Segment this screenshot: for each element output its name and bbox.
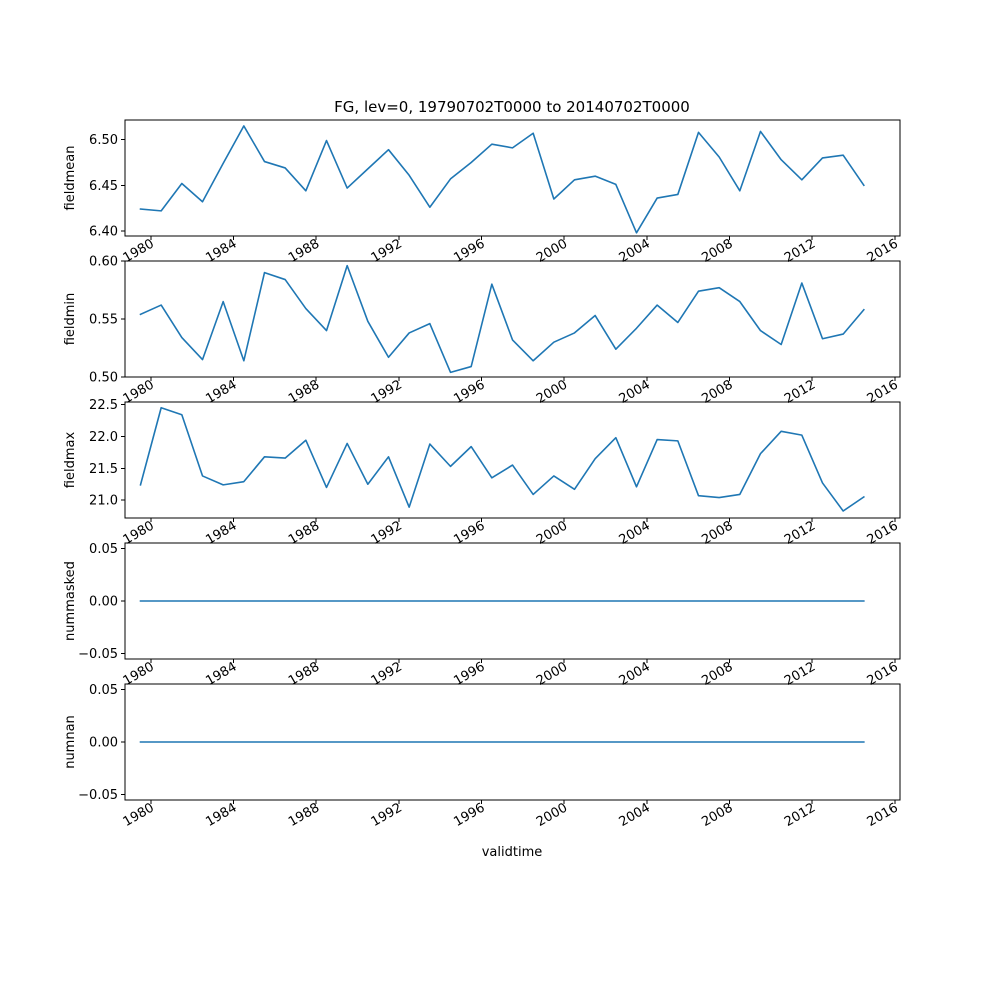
fieldmax-y-tick-label: 22.0 [89, 430, 118, 445]
fieldmean-axes-frame [124, 119, 901, 237]
fieldmax-axes-frame [124, 401, 901, 519]
panels-group: 6.40 6.45 6.50 1980 1984 1988 1992 1996 2000 2004… [63, 119, 901, 830]
fieldmin-y-axis-label: fieldmin [63, 293, 78, 346]
fieldmax-x-tick-label: 1984 [203, 518, 239, 548]
numnan-x-tick-label: 2012 [782, 800, 818, 830]
nummasked-y-axis-label: nummasked [63, 561, 78, 641]
fieldmax-x-tick-label: 1992 [369, 518, 405, 548]
fieldmean-x-tick-label: 1984 [203, 236, 239, 266]
nummasked-x-tick-label: 1984 [203, 659, 239, 689]
fieldmax-x-tick-label: 2000 [534, 518, 570, 548]
fieldmin-axes-frame [124, 260, 901, 378]
nummasked-x-tick-label: 2012 [782, 659, 818, 689]
numnan-y-tick-label: 0.05 [89, 683, 118, 698]
fieldmin-x-tick-label: 1992 [369, 377, 405, 407]
fieldmax-x-tick-label: 2012 [782, 518, 818, 548]
fieldmean-y-tick-label: 6.50 [89, 133, 118, 148]
fieldmean-series-line [139, 125, 865, 234]
panel-fieldmin: 0.50 0.55 0.60 1980 1984 1988 1992 1996 2000 2004… [63, 255, 901, 408]
numnan-y-axis-label: numnan [63, 715, 78, 769]
fieldmean-x-tick-label: 2012 [782, 236, 818, 266]
fieldmean-y-tick-label: 6.40 [89, 224, 118, 239]
fieldmin-x-tick-label: 1996 [451, 377, 487, 407]
fieldmin-x-tick-label: 1984 [203, 377, 239, 407]
nummasked-y-tick-label: 0.05 [89, 542, 118, 557]
fieldmean-x-tick-label: 2004 [617, 236, 653, 266]
x-axis-label: validtime [482, 845, 543, 860]
fieldmin-x-tick-label: 2008 [699, 377, 735, 407]
fieldmin-x-tick-label: 2000 [534, 377, 570, 407]
fieldmean-x-tick-label: 2008 [699, 236, 735, 266]
fieldmin-y-tick-label: 0.55 [89, 313, 118, 328]
fieldmax-x-tick-label: 2016 [865, 518, 901, 548]
panel-nummasked: −0.05 0.00 0.05 1980 1984 1988 1992 1996 2000 200… [63, 542, 901, 689]
fieldmean-x-tick-label: 1988 [286, 236, 322, 266]
nummasked-y-tick-label: −0.05 [78, 647, 118, 662]
numnan-x-tick-label: 1984 [203, 800, 239, 830]
fieldmax-x-tick-label: 1980 [121, 518, 157, 548]
fieldmax-y-tick-label: 21.0 [89, 494, 118, 509]
numnan-x-tick-label: 2008 [699, 800, 735, 830]
numnan-y-tick-label: 0.00 [89, 736, 118, 751]
fieldmax-x-tick-label: 2004 [617, 518, 653, 548]
fieldmean-x-tick-label: 1996 [451, 236, 487, 266]
nummasked-x-tick-label: 1992 [369, 659, 405, 689]
numnan-x-tick-label: 2004 [617, 800, 653, 830]
fieldmin-y-tick-label: 0.60 [89, 255, 118, 270]
fieldmean-y-tick-label: 6.45 [89, 179, 118, 194]
fieldmean-x-tick-label: 1992 [369, 236, 405, 266]
nummasked-x-tick-label: 1996 [451, 659, 487, 689]
numnan-x-tick-label: 1992 [369, 800, 405, 830]
fieldmax-x-tick-label: 1988 [286, 518, 322, 548]
panel-numnan: −0.05 0.00 0.05 1980 1984 1988 1992 1996 2000 200… [63, 683, 901, 830]
nummasked-x-tick-label: 1980 [121, 659, 157, 689]
numnan-x-tick-label: 1996 [451, 800, 487, 830]
fieldmean-x-tick-label: 2000 [534, 236, 570, 266]
nummasked-x-tick-label: 2008 [699, 659, 735, 689]
fieldmin-x-tick-label: 1988 [286, 377, 322, 407]
fieldmean-y-axis-label: fieldmean [63, 146, 78, 211]
nummasked-x-tick-label: 1988 [286, 659, 322, 689]
fieldmin-x-tick-label: 2016 [865, 377, 901, 407]
panel-fieldmean: 6.40 6.45 6.50 1980 1984 1988 1992 1996 2000 2004… [63, 119, 901, 266]
fieldmean-x-tick-label: 1980 [121, 236, 157, 266]
fieldmax-series-line [139, 406, 865, 512]
fieldmean-x-tick-label: 2016 [865, 236, 901, 266]
fieldmin-x-tick-label: 2012 [782, 377, 818, 407]
nummasked-x-tick-label: 2004 [617, 659, 653, 689]
numnan-x-tick-label: 1980 [121, 800, 157, 830]
fieldmax-y-tick-label: 22.5 [89, 398, 118, 413]
fieldmin-x-tick-label: 1980 [121, 377, 157, 407]
panel-fieldmax: 21.0 21.5 22.0 22.5 1980 1984 1988 1992 1996 2000… [63, 398, 901, 548]
nummasked-x-tick-label: 2000 [534, 659, 570, 689]
nummasked-x-tick-label: 2016 [865, 659, 901, 689]
chart-title: FG, lev=0, 19790702T0000 to 20140702T000… [334, 98, 690, 116]
fieldmax-x-tick-label: 1996 [451, 518, 487, 548]
nummasked-y-tick-label: 0.00 [89, 595, 118, 610]
fieldmax-y-axis-label: fieldmax [63, 432, 78, 489]
numnan-x-tick-label: 2016 [865, 800, 901, 830]
fieldmax-x-tick-label: 2008 [699, 518, 735, 548]
numnan-y-tick-label: −0.05 [78, 788, 118, 803]
fieldmin-series-line [139, 264, 865, 374]
fieldmin-y-tick-label: 0.50 [89, 371, 118, 386]
numnan-x-tick-label: 2000 [534, 800, 570, 830]
fieldmin-x-tick-label: 2004 [617, 377, 653, 407]
fieldmax-y-tick-label: 21.5 [89, 462, 118, 477]
numnan-x-tick-label: 1988 [286, 800, 322, 830]
